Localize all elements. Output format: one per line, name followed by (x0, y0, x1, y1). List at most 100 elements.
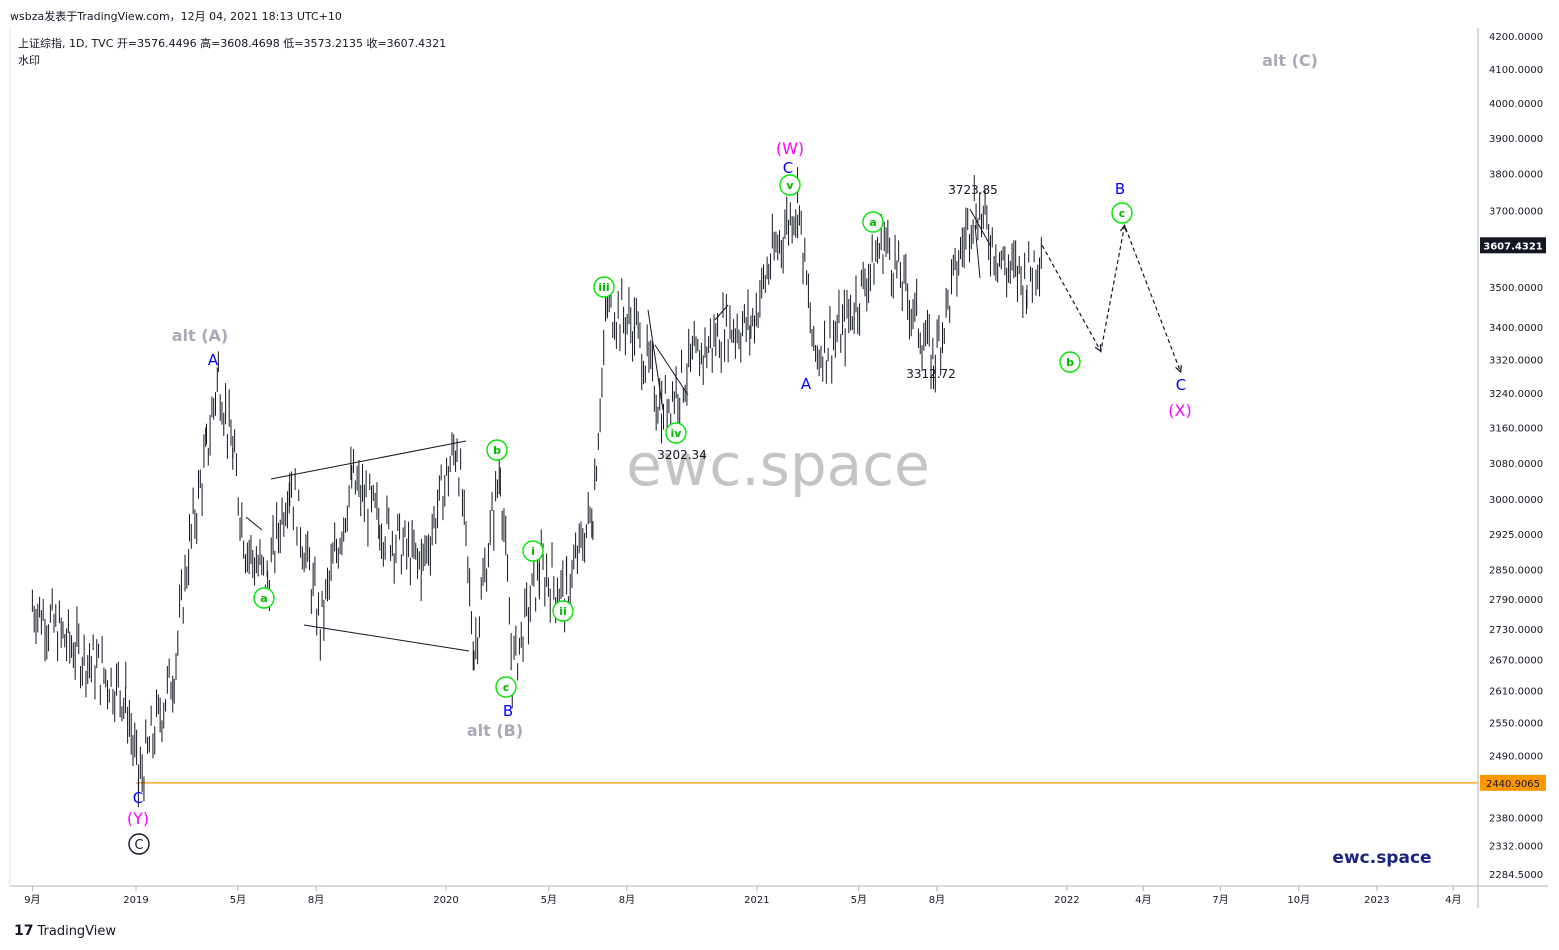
tradingview-brand[interactable]: 𝟭𝟳 TradingView (14, 923, 116, 939)
price-tick-label: 4200.0000 (1489, 32, 1543, 43)
label-wave-a-2021-minor-circle (862, 211, 884, 233)
tradingview-logo-icon: 𝟭𝟳 (14, 923, 34, 939)
time-tick-label: 8月 (619, 894, 635, 906)
price-tick-label: 3080.0000 (1489, 459, 1543, 470)
trend-line (974, 224, 981, 279)
label-wave-c-proj-minor: c (1119, 207, 1126, 220)
label-wave-a-2019-minor: a (260, 592, 267, 605)
price-tick-label: 2925.0000 (1489, 530, 1543, 541)
price-tick-label: 2490.0000 (1489, 751, 1543, 762)
price-tick-label: 3160.0000 (1489, 424, 1543, 435)
label-wave-i-circle (522, 540, 544, 562)
ewc-space-brand: ewc.space (1332, 848, 1431, 868)
ohlc-series (31, 167, 1042, 808)
trend-line (245, 516, 263, 531)
projection-arrowhead (1119, 224, 1128, 233)
price-tick-label: 2332.0000 (1489, 842, 1543, 853)
time-tick-label: 2019 (123, 895, 148, 906)
label-wave-c-2020-minor: c (503, 681, 510, 694)
tradingview-brand-text: TradingView (37, 923, 117, 939)
label-circled-c-circle (128, 833, 150, 855)
label-wave-x: (X) (1168, 401, 1191, 420)
label-wave-a-2021-minor: a (869, 216, 876, 229)
label-alt-b: alt (B) (467, 721, 523, 740)
publish-info: wsbza发表于TradingView.com，12月 04, 2021 18:… (10, 10, 342, 23)
label-wave-i: i (531, 545, 535, 558)
label-wave-a-2019-minor-circle (253, 587, 275, 609)
price-label-high: 3723.85 (948, 183, 998, 197)
label-wave-b-2020-minor: b (493, 444, 501, 457)
label-wave-c-2020-minor-circle (495, 676, 517, 698)
time-tick-label: 8月 (929, 894, 945, 906)
time-tick-label: 4月 (1135, 894, 1151, 906)
trend-line (303, 624, 470, 652)
label-wave-iv: iv (671, 427, 683, 440)
price-tick-label: 2730.0000 (1489, 625, 1543, 636)
label-wave-a-2021: A (801, 375, 812, 393)
time-tick-label: 2020 (433, 895, 458, 906)
projection-arrowhead (1094, 344, 1102, 353)
price-label-low: 3312.72 (906, 367, 956, 381)
price-tick-label: 4100.0000 (1489, 65, 1543, 76)
time-tick-label: 9月 (24, 894, 40, 906)
price-tick-label: 2670.0000 (1489, 655, 1543, 666)
price-tick-label: 2610.0000 (1489, 687, 1543, 698)
time-tick-label: 2021 (744, 895, 769, 906)
label-wave-b-2020-minor-circle (486, 439, 508, 461)
label-circled-c: C (134, 838, 143, 853)
projection-path (1041, 223, 1182, 373)
trend-line (714, 304, 729, 321)
current-price-tag (1480, 237, 1546, 254)
price-tick-label: 3240.0000 (1489, 389, 1543, 400)
label-wave-ii-circle (552, 600, 574, 622)
time-tick-label: 8月 (308, 894, 324, 906)
price-tick-label: 2790.0000 (1489, 595, 1543, 606)
time-tick-label: 5月 (541, 894, 557, 906)
time-tick-label: 2023 (1364, 895, 1389, 906)
label-wave-c-2019: C (133, 789, 143, 807)
price-tick-label: 2284.5000 (1489, 870, 1543, 881)
price-tick-label: 3000.0000 (1489, 495, 1543, 506)
trend-line (969, 208, 991, 246)
trend-line (654, 344, 689, 396)
trend-line (647, 309, 664, 411)
label-wave-b-proj: B (1115, 180, 1125, 198)
price-tick-label: 4000.0000 (1489, 99, 1543, 110)
label-wave-w: (W) (776, 139, 804, 158)
label-wave-c-2021: C (783, 159, 793, 177)
time-tick-label: 5月 (230, 894, 246, 906)
axes: 4200.0000 4100.0000 4000.0000 3900.0000 3800… (9, 28, 1548, 908)
price-tick-label: 3700.0000 (1489, 206, 1543, 217)
label-wave-c-proj: C (1176, 376, 1186, 394)
label-wave-b-proj-minor: b (1066, 356, 1074, 369)
label-wave-y: (Y) (127, 809, 149, 828)
label-wave-v-circle (779, 174, 801, 196)
watermark-label: 水印 (18, 54, 40, 67)
projection-arrowhead (1175, 365, 1182, 374)
time-tick-label: 10月 (1287, 894, 1310, 906)
price-tick-label: 3400.0000 (1489, 323, 1543, 334)
price-tick-label: 3320.0000 (1489, 356, 1543, 367)
time-tick-label: 7月 (1212, 894, 1228, 906)
price-tick-label: 2550.0000 (1489, 719, 1543, 730)
price-tick-label: 3800.0000 (1489, 170, 1543, 181)
label-wave-iv-circle (665, 422, 687, 444)
plot-area[interactable] (31, 167, 1478, 808)
label-wave-v: v (786, 179, 794, 192)
label-wave-iii-circle (593, 276, 615, 298)
current-price-tag-label: 3607.4321 (1483, 241, 1543, 252)
symbol-ohlc-line: 上证综指, 1D, TVC 开=3576.4496 高=3608.4698 低=… (18, 37, 447, 50)
price-tick-label: 3500.0000 (1489, 283, 1543, 294)
label-wave-b-2020: B (503, 702, 513, 720)
label-wave-c-proj-minor-circle (1111, 202, 1133, 224)
label-alt-c: alt (C) (1262, 51, 1318, 70)
support-price-tag-label: 2440.9065 (1486, 779, 1540, 790)
label-wave-iii: iii (598, 281, 609, 294)
price-tick-label: 2380.0000 (1489, 814, 1543, 825)
label-wave-ii: ii (559, 605, 567, 618)
trend-line (270, 440, 467, 480)
time-tick-label: 4月 (1445, 894, 1461, 906)
price-tick-label: 2850.0000 (1489, 566, 1543, 577)
